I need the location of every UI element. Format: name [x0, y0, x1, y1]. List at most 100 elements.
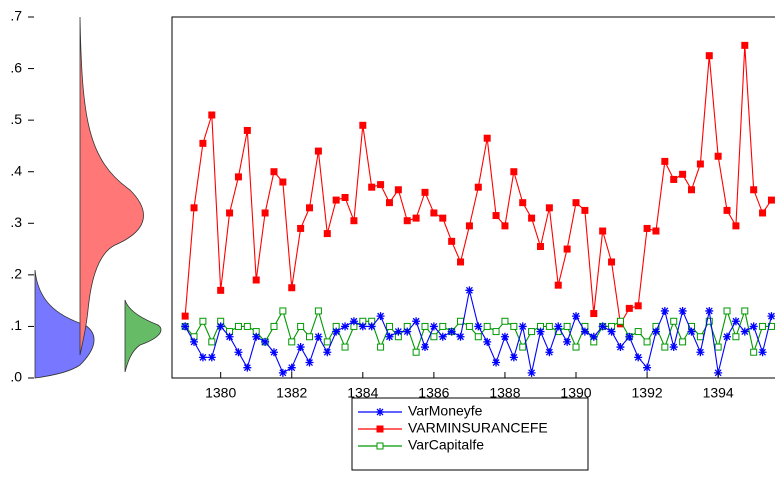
- marker: [687, 327, 696, 336]
- marker: [474, 333, 482, 341]
- marker: [314, 147, 322, 155]
- marker: [252, 276, 260, 284]
- marker: [439, 214, 447, 222]
- marker: [554, 281, 562, 289]
- marker: [306, 204, 314, 212]
- marker: [670, 175, 678, 183]
- marker: [732, 222, 740, 230]
- series-line: [184, 290, 772, 374]
- legend-marker: [376, 442, 384, 450]
- marker: [767, 312, 775, 321]
- marker: [208, 338, 216, 346]
- marker: [403, 217, 411, 225]
- density-money: [34, 269, 95, 379]
- x-tick-label: 1382: [276, 385, 307, 401]
- marker: [563, 245, 571, 253]
- marker: [439, 322, 447, 330]
- marker: [332, 196, 340, 204]
- marker: [509, 353, 518, 362]
- marker: [572, 312, 581, 321]
- marker: [234, 322, 242, 330]
- marker: [448, 237, 456, 245]
- marker: [723, 307, 731, 315]
- marker: [199, 139, 207, 147]
- y-tick-label: .7: [10, 8, 22, 24]
- marker: [314, 332, 323, 341]
- marker: [421, 322, 429, 330]
- marker: [589, 332, 598, 341]
- marker: [608, 258, 616, 266]
- marker: [536, 327, 545, 336]
- marker: [483, 322, 491, 330]
- marker: [208, 111, 216, 119]
- marker: [545, 322, 553, 330]
- density-insurance: [79, 16, 144, 356]
- marker: [261, 337, 270, 346]
- plot-area: [181, 41, 775, 377]
- marker: [723, 332, 732, 341]
- marker: [714, 343, 722, 351]
- marker: [705, 306, 714, 315]
- marker: [226, 209, 234, 217]
- marker: [563, 322, 571, 330]
- marker: [412, 348, 420, 356]
- marker: [590, 310, 598, 318]
- marker: [288, 284, 296, 292]
- marker: [750, 186, 758, 194]
- marker: [190, 204, 198, 212]
- marker: [758, 348, 767, 357]
- density-capital: [124, 299, 162, 373]
- marker: [563, 337, 572, 346]
- marker: [207, 353, 216, 362]
- marker: [394, 327, 403, 336]
- marker: [190, 337, 199, 346]
- marker: [598, 322, 607, 331]
- marker: [288, 338, 296, 346]
- marker: [350, 217, 358, 225]
- marker: [528, 328, 536, 336]
- marker: [625, 332, 634, 341]
- marker: [759, 322, 767, 330]
- marker: [643, 338, 651, 346]
- marker: [767, 196, 775, 204]
- y-tick-label: .2: [10, 266, 22, 282]
- x-tick-label: 1386: [418, 385, 449, 401]
- marker: [501, 222, 509, 230]
- marker: [181, 312, 189, 320]
- marker: [225, 332, 234, 341]
- marker: [420, 343, 429, 352]
- marker: [749, 322, 758, 331]
- marker: [750, 348, 758, 356]
- marker: [269, 348, 278, 357]
- marker: [296, 343, 305, 352]
- marker: [678, 306, 687, 315]
- marker: [359, 121, 367, 129]
- marker: [528, 214, 536, 222]
- marker: [305, 358, 314, 367]
- marker: [651, 327, 660, 336]
- marker: [287, 363, 296, 372]
- marker: [652, 227, 660, 235]
- marker: [456, 332, 465, 341]
- marker: [759, 209, 767, 217]
- marker: [243, 363, 252, 372]
- marker: [483, 337, 492, 346]
- marker: [687, 186, 695, 194]
- marker: [696, 333, 704, 341]
- marker: [607, 327, 616, 336]
- marker: [492, 212, 500, 220]
- marker: [332, 327, 341, 336]
- marker: [581, 206, 589, 214]
- series-line: [184, 308, 772, 355]
- marker: [341, 343, 349, 351]
- marker: [234, 348, 243, 357]
- marker: [572, 343, 580, 351]
- marker: [341, 194, 349, 201]
- marker: [660, 306, 669, 315]
- marker: [270, 322, 278, 330]
- marker: [723, 206, 731, 214]
- marker: [492, 358, 501, 367]
- marker: [243, 322, 251, 330]
- marker: [270, 168, 278, 176]
